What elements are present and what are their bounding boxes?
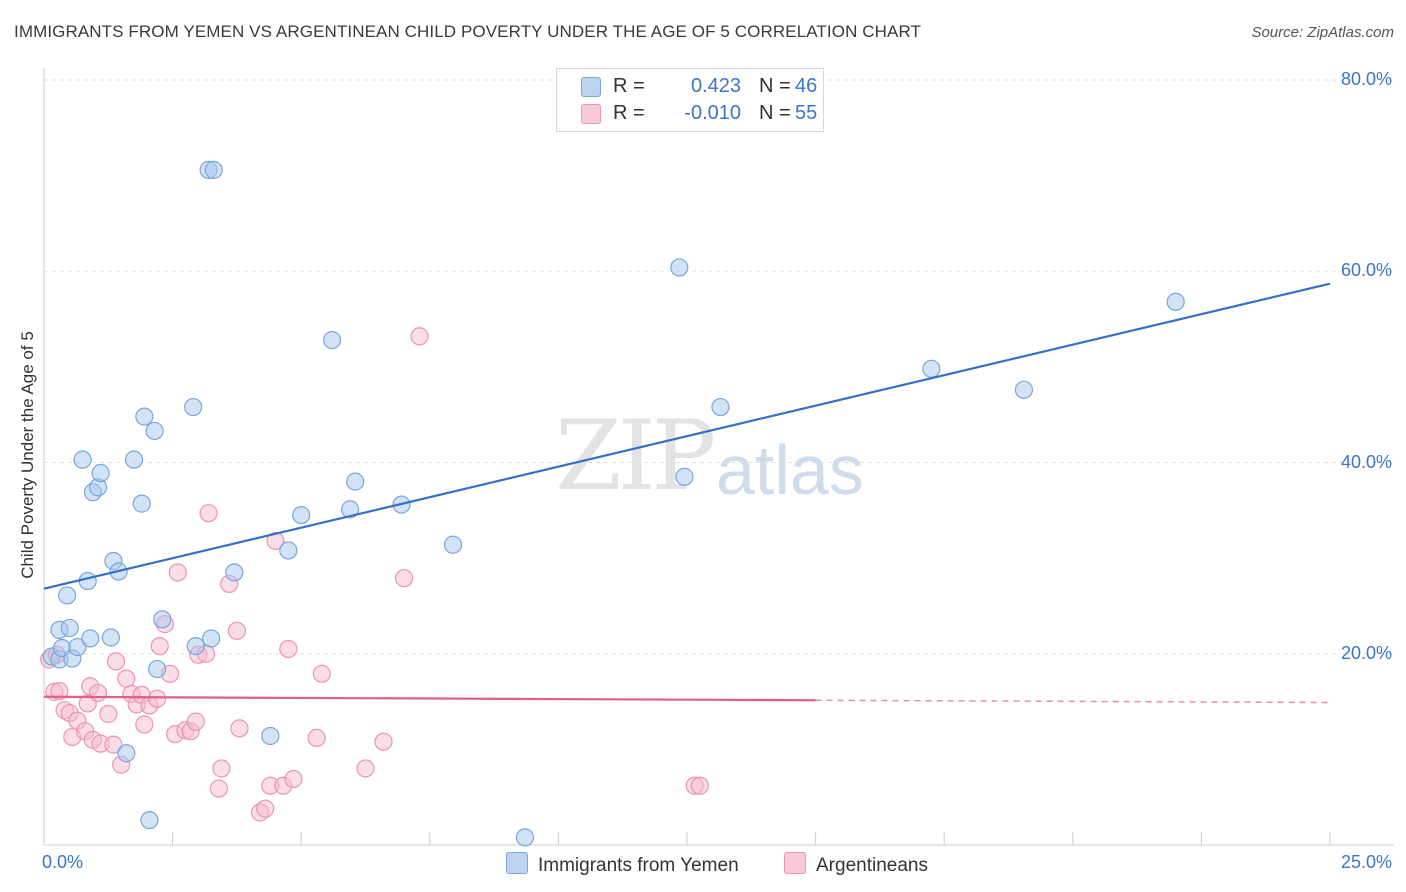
chart-title: IMMIGRANTS FROM YEMEN VS ARGENTINEAN CHI… xyxy=(14,22,922,41)
y-tick-label-40: 40.0% xyxy=(1340,451,1392,472)
yemen-point-9 xyxy=(78,571,97,591)
yemen-point-41 xyxy=(675,467,694,486)
chart-source: Source: ZipAtlas.com xyxy=(1251,24,1394,41)
x-tick-label-min: 0.0% xyxy=(42,852,84,872)
yemen-point-30 xyxy=(225,563,244,582)
axes xyxy=(43,68,1394,846)
argentineans-point-25 xyxy=(150,636,169,656)
yemen-point-45 xyxy=(1166,292,1185,311)
yemen-point-18 xyxy=(124,450,144,469)
argentineans-point-36 xyxy=(209,779,228,798)
argentineans-point-18 xyxy=(117,669,136,688)
argentineans-point-49 xyxy=(312,664,331,683)
yemen-point-44 xyxy=(1014,380,1034,399)
argentineans-point-53 xyxy=(410,327,429,346)
bottom-legend-yemen: Immigrants from Yemen xyxy=(506,852,739,877)
legend-n-label: N = xyxy=(759,75,791,97)
yemen-point-14 xyxy=(101,628,120,647)
legend-r-value-yemen: 0.423 xyxy=(690,75,741,97)
argentineans-point-42 xyxy=(256,799,275,818)
yemen-point-39 xyxy=(515,828,535,847)
yemen-point-13 xyxy=(91,463,110,483)
bottom-legend-argentineans: Argentineans xyxy=(784,852,928,877)
legend-n-label: N = xyxy=(759,102,791,124)
y-tick-label-80: 80.0% xyxy=(1340,69,1392,89)
argentineans-point-12 xyxy=(88,683,108,703)
yemen-trend-line xyxy=(43,282,1331,590)
argentineans-point-3 xyxy=(50,681,69,701)
stats-legend: R = 0.423 N = 46 R = -0.010 N = 55 xyxy=(556,68,824,132)
argentineans-point-29 xyxy=(168,563,187,582)
argentineans-point-40 xyxy=(230,719,249,738)
yemen-points xyxy=(42,160,1185,847)
yemen-point-20 xyxy=(135,407,154,426)
legend-swatch-yemen xyxy=(581,77,601,97)
argentineans-point-39 xyxy=(227,621,246,640)
x-tick-label-max: 25.0% xyxy=(1340,852,1392,872)
legend-n-value-yemen: 46 xyxy=(795,75,818,97)
legend-swatch-argentineans xyxy=(581,104,601,124)
argentineans-point-24 xyxy=(148,689,167,708)
watermark-atlas: atlas xyxy=(716,431,864,509)
yemen-point-34 xyxy=(322,331,342,350)
legend-r-label: R = xyxy=(613,75,645,97)
y-axis-label: Child Poverty Under the Age of 5 xyxy=(18,331,37,579)
bottom-legend-swatch-yemen xyxy=(506,852,528,874)
argentineans-point-55 xyxy=(690,776,709,795)
argentineans-point-47 xyxy=(284,769,303,789)
argentineans-trend-line xyxy=(43,695,816,702)
argentineans-points xyxy=(40,327,709,822)
legend-r-value-argentineans: -0.010 xyxy=(684,102,741,124)
yemen-point-43 xyxy=(922,359,941,378)
argentineans-point-51 xyxy=(374,732,393,751)
yemen-point-7 xyxy=(68,637,87,657)
yemen-point-19 xyxy=(132,494,151,513)
yemen-point-5 xyxy=(60,618,79,638)
argentineans-point-32 xyxy=(186,712,205,731)
legend-r-label: R = xyxy=(613,102,645,124)
yemen-point-38 xyxy=(443,535,463,554)
yemen-point-42 xyxy=(711,397,730,417)
argentineans-point-22 xyxy=(135,715,154,734)
yemen-point-23 xyxy=(148,659,167,679)
yemen-point-10 xyxy=(81,629,100,648)
yemen-point-26 xyxy=(186,636,205,656)
yemen-point-8 xyxy=(73,450,92,469)
yemen-point-36 xyxy=(346,472,365,491)
y-tick-label-60: 60.0% xyxy=(1340,260,1392,281)
trend-lines xyxy=(43,282,1331,704)
argentineans-point-35 xyxy=(199,504,218,523)
argentineans-point-15 xyxy=(104,735,123,754)
argentineans-point-48 xyxy=(307,728,326,748)
yemen-point-35 xyxy=(340,500,360,519)
argentineans-point-37 xyxy=(212,759,231,778)
yemen-point-33 xyxy=(292,505,311,525)
yemen-point-40 xyxy=(670,258,689,277)
yemen-point-21 xyxy=(140,811,159,830)
yemen-point-31 xyxy=(261,726,280,746)
yemen-point-22 xyxy=(145,421,164,441)
argentineans-point-50 xyxy=(356,759,375,778)
yemen-point-24 xyxy=(153,610,172,629)
argentineans-trend-line-extension xyxy=(815,699,1331,704)
argentineans-point-52 xyxy=(394,569,414,588)
yemen-point-27 xyxy=(202,629,221,648)
y-tick-label-20: 20.0% xyxy=(1340,642,1392,663)
yemen-point-29 xyxy=(204,160,223,179)
yemen-point-17 xyxy=(117,744,136,763)
bottom-legend-label-argentineans: Argentineans xyxy=(816,855,928,876)
argentineans-point-16 xyxy=(106,652,126,671)
watermark-zip: ZIP xyxy=(555,400,716,512)
legend-n-value-argentineans: 55 xyxy=(795,102,818,124)
argentineans-point-44 xyxy=(266,531,285,551)
yemen-point-25 xyxy=(184,397,203,417)
bottom-legend-label-yemen: Immigrants from Yemen xyxy=(538,855,739,876)
gridlines xyxy=(44,79,1394,655)
argentineans-point-46 xyxy=(279,639,298,659)
argentineans-point-14 xyxy=(99,704,118,724)
yemen-point-4 xyxy=(58,586,77,605)
yemen-point-32 xyxy=(279,541,298,560)
bottom-legend-swatch-argentineans xyxy=(784,852,806,874)
